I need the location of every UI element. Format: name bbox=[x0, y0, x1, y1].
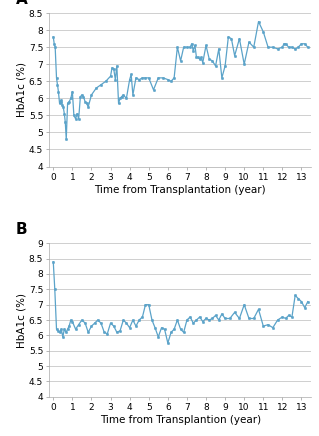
Y-axis label: HbA1c (%): HbA1c (%) bbox=[16, 293, 26, 347]
X-axis label: Time from Transplantation (year): Time from Transplantation (year) bbox=[94, 184, 266, 194]
Text: A: A bbox=[15, 0, 27, 7]
Text: B: B bbox=[15, 222, 27, 237]
Y-axis label: HbA1c (%): HbA1c (%) bbox=[16, 62, 26, 117]
X-axis label: Time from Transplantion (year): Time from Transplantion (year) bbox=[100, 415, 261, 425]
